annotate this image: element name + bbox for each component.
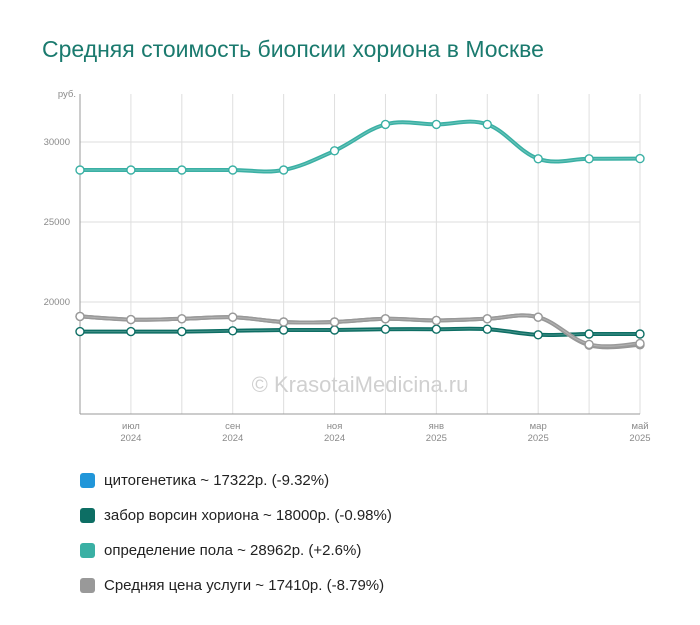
- legend-label: забор ворсин хориона ~ 18000р. (-0.98%): [104, 507, 392, 524]
- axes: [79, 94, 640, 415]
- chart-title: Средняя стоимость биопсии хориона в Моск…: [42, 36, 544, 62]
- legend-item[interactable]: Средняя цена услуги ~ 17410р. (-8.79%): [80, 568, 392, 603]
- data-point[interactable]: [482, 324, 492, 334]
- series-3: [75, 311, 645, 350]
- data-point[interactable]: [431, 324, 442, 334]
- series-1: [75, 324, 645, 340]
- legend-item[interactable]: забор ворсин хориона ~ 18000р. (-0.98%): [80, 498, 392, 533]
- data-point[interactable]: [380, 314, 391, 324]
- data-point[interactable]: [278, 317, 289, 327]
- data-point[interactable]: [635, 329, 645, 339]
- x-tick-label-year: 2024: [324, 433, 345, 444]
- data-point[interactable]: [278, 325, 289, 335]
- data-point[interactable]: [533, 154, 543, 164]
- x-tick-label-year: 2025: [528, 433, 549, 444]
- data-point[interactable]: [584, 339, 594, 350]
- data-point[interactable]: [75, 311, 85, 322]
- data-point[interactable]: [533, 330, 543, 340]
- y-axis-unit-label: руб.: [58, 89, 76, 100]
- x-tick-label-month: мар: [530, 421, 547, 432]
- x-tick-label-month: ноя: [327, 421, 343, 432]
- data-point[interactable]: [75, 326, 85, 337]
- legend-label: определение пола ~ 28962р. (+2.6%): [104, 542, 362, 559]
- data-point[interactable]: [228, 165, 238, 175]
- data-point[interactable]: [380, 119, 391, 130]
- data-point[interactable]: [329, 325, 340, 335]
- data-point[interactable]: [228, 312, 238, 322]
- y-tick-label: 25000: [44, 217, 70, 228]
- legend-swatch: [80, 543, 95, 558]
- series-lines: [75, 119, 645, 350]
- legend-label: цитогенетика ~ 17322р. (-9.32%): [104, 472, 330, 489]
- x-tick-label-year: 2024: [222, 433, 243, 444]
- series-line-highlight: [80, 121, 641, 173]
- y-tick-label: 30000: [44, 137, 70, 148]
- x-tick-labels: июл2024сен2024ноя2024янв2025мар2025май20…: [120, 421, 650, 444]
- data-point[interactable]: [635, 338, 645, 349]
- y-tick-labels: 20000 25000 30000: [44, 137, 70, 308]
- data-point[interactable]: [177, 314, 187, 324]
- x-tick-label-year: 2025: [629, 433, 650, 444]
- legend-item[interactable]: цитогенетика ~ 17322р. (-9.32%): [80, 463, 392, 498]
- legend-swatch: [80, 473, 95, 488]
- data-point[interactable]: [126, 326, 136, 337]
- legend-item[interactable]: определение пола ~ 28962р. (+2.6%): [80, 533, 392, 568]
- data-point[interactable]: [431, 315, 442, 326]
- data-point[interactable]: [482, 314, 492, 324]
- legend: цитогенетика ~ 17322р. (-9.32%) забор вор…: [80, 463, 392, 603]
- x-tick-label-month: янв: [429, 421, 444, 432]
- data-point[interactable]: [380, 324, 391, 334]
- data-point[interactable]: [329, 146, 340, 156]
- data-point[interactable]: [278, 165, 289, 175]
- series-2: [75, 119, 645, 175]
- data-point[interactable]: [126, 314, 136, 325]
- data-point[interactable]: [329, 317, 340, 327]
- x-tick-label-year: 2025: [426, 433, 447, 444]
- x-tick-label-year: 2024: [120, 433, 141, 444]
- x-tick-label-month: май: [631, 421, 648, 432]
- data-point[interactable]: [635, 153, 645, 164]
- data-point[interactable]: [584, 329, 594, 339]
- legend-label: Средняя цена услуги ~ 17410р. (-8.79%): [104, 577, 385, 594]
- legend-swatch: [80, 508, 95, 523]
- data-point[interactable]: [75, 165, 85, 175]
- y-tick-label: 20000: [44, 297, 70, 308]
- x-tick-label-month: сен: [225, 421, 240, 432]
- data-point[interactable]: [126, 165, 136, 175]
- legend-swatch: [80, 578, 95, 593]
- series-line: [78, 119, 642, 174]
- data-point[interactable]: [533, 312, 543, 322]
- grid: [80, 94, 641, 414]
- data-point[interactable]: [177, 326, 187, 337]
- data-point[interactable]: [177, 165, 187, 175]
- data-point[interactable]: [584, 154, 594, 164]
- data-point[interactable]: [431, 119, 442, 130]
- x-tick-label-month: июл: [122, 421, 140, 432]
- data-point[interactable]: [228, 326, 238, 336]
- watermark: © KrasotaiMedicina.ru: [252, 372, 469, 397]
- data-point[interactable]: [482, 119, 492, 130]
